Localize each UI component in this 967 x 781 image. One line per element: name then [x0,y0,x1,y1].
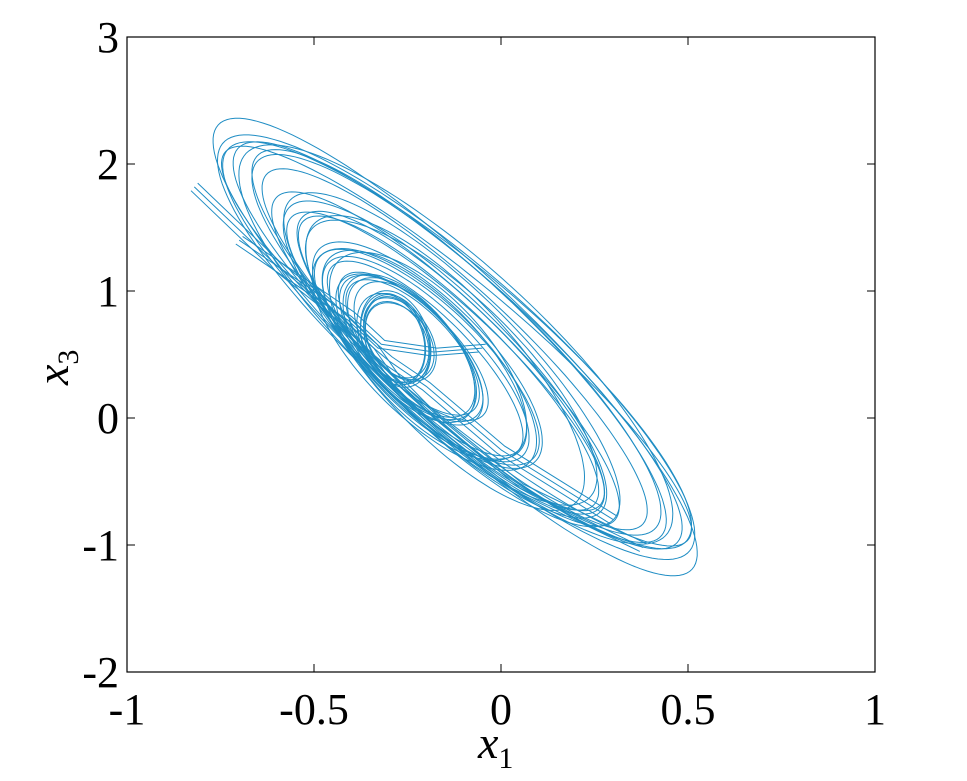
trajectory-orbit-1-6 [337,271,489,421]
trajectory-orbit-3-2 [297,215,600,511]
trajectory-strand-2-0 [291,281,479,357]
trajectory-orbit-2-4 [313,248,540,466]
x-tick-label: -1 [109,685,146,734]
y-tick-label: 1 [97,267,119,316]
trajectory-orbit-4-8 [212,117,698,577]
y-tick-label: -2 [82,648,119,697]
y-tick-label: 2 [97,140,119,189]
x-axis-label-base: x [477,717,499,768]
x-axis-label: x1 [477,717,513,775]
trajectory-orbit-3-6 [283,192,621,528]
y-tick-label: 3 [97,13,119,62]
trajectory-series [190,117,698,577]
trajectory-orbit-1-3 [345,279,480,416]
y-axis-label-subscript: 3 [52,350,85,365]
x-axis-label-subscript: 1 [498,742,513,775]
trajectory-orbit-4-7 [216,134,696,561]
trajectory-strand-2-2 [298,274,486,349]
trajectory-orbit-4-6 [220,145,693,547]
trajectory-orbit-0-7 [356,292,431,383]
y-tick-label: 0 [97,394,119,443]
x-tick-label: 0.5 [661,685,716,734]
x-tick-label: 1 [864,685,886,734]
trajectory-orbit-4-0 [261,168,648,531]
y-axis-label: x3 [27,350,85,386]
trajectory-strand-2-1 [295,277,483,353]
y-axis-label-base: x [27,364,78,386]
x-tick-label: 0 [490,685,512,734]
x-tick-label: -0.5 [279,685,349,734]
y-tick-label: -1 [82,521,119,570]
x-axis-ticks: -1 -0.5 0 0.5 1 [109,37,886,734]
y-axis-ticks: -2 -1 0 1 2 3 [82,13,875,697]
trajectory-strand-0-0 [190,190,641,552]
trajectory-orbit-3-3 [296,210,606,515]
